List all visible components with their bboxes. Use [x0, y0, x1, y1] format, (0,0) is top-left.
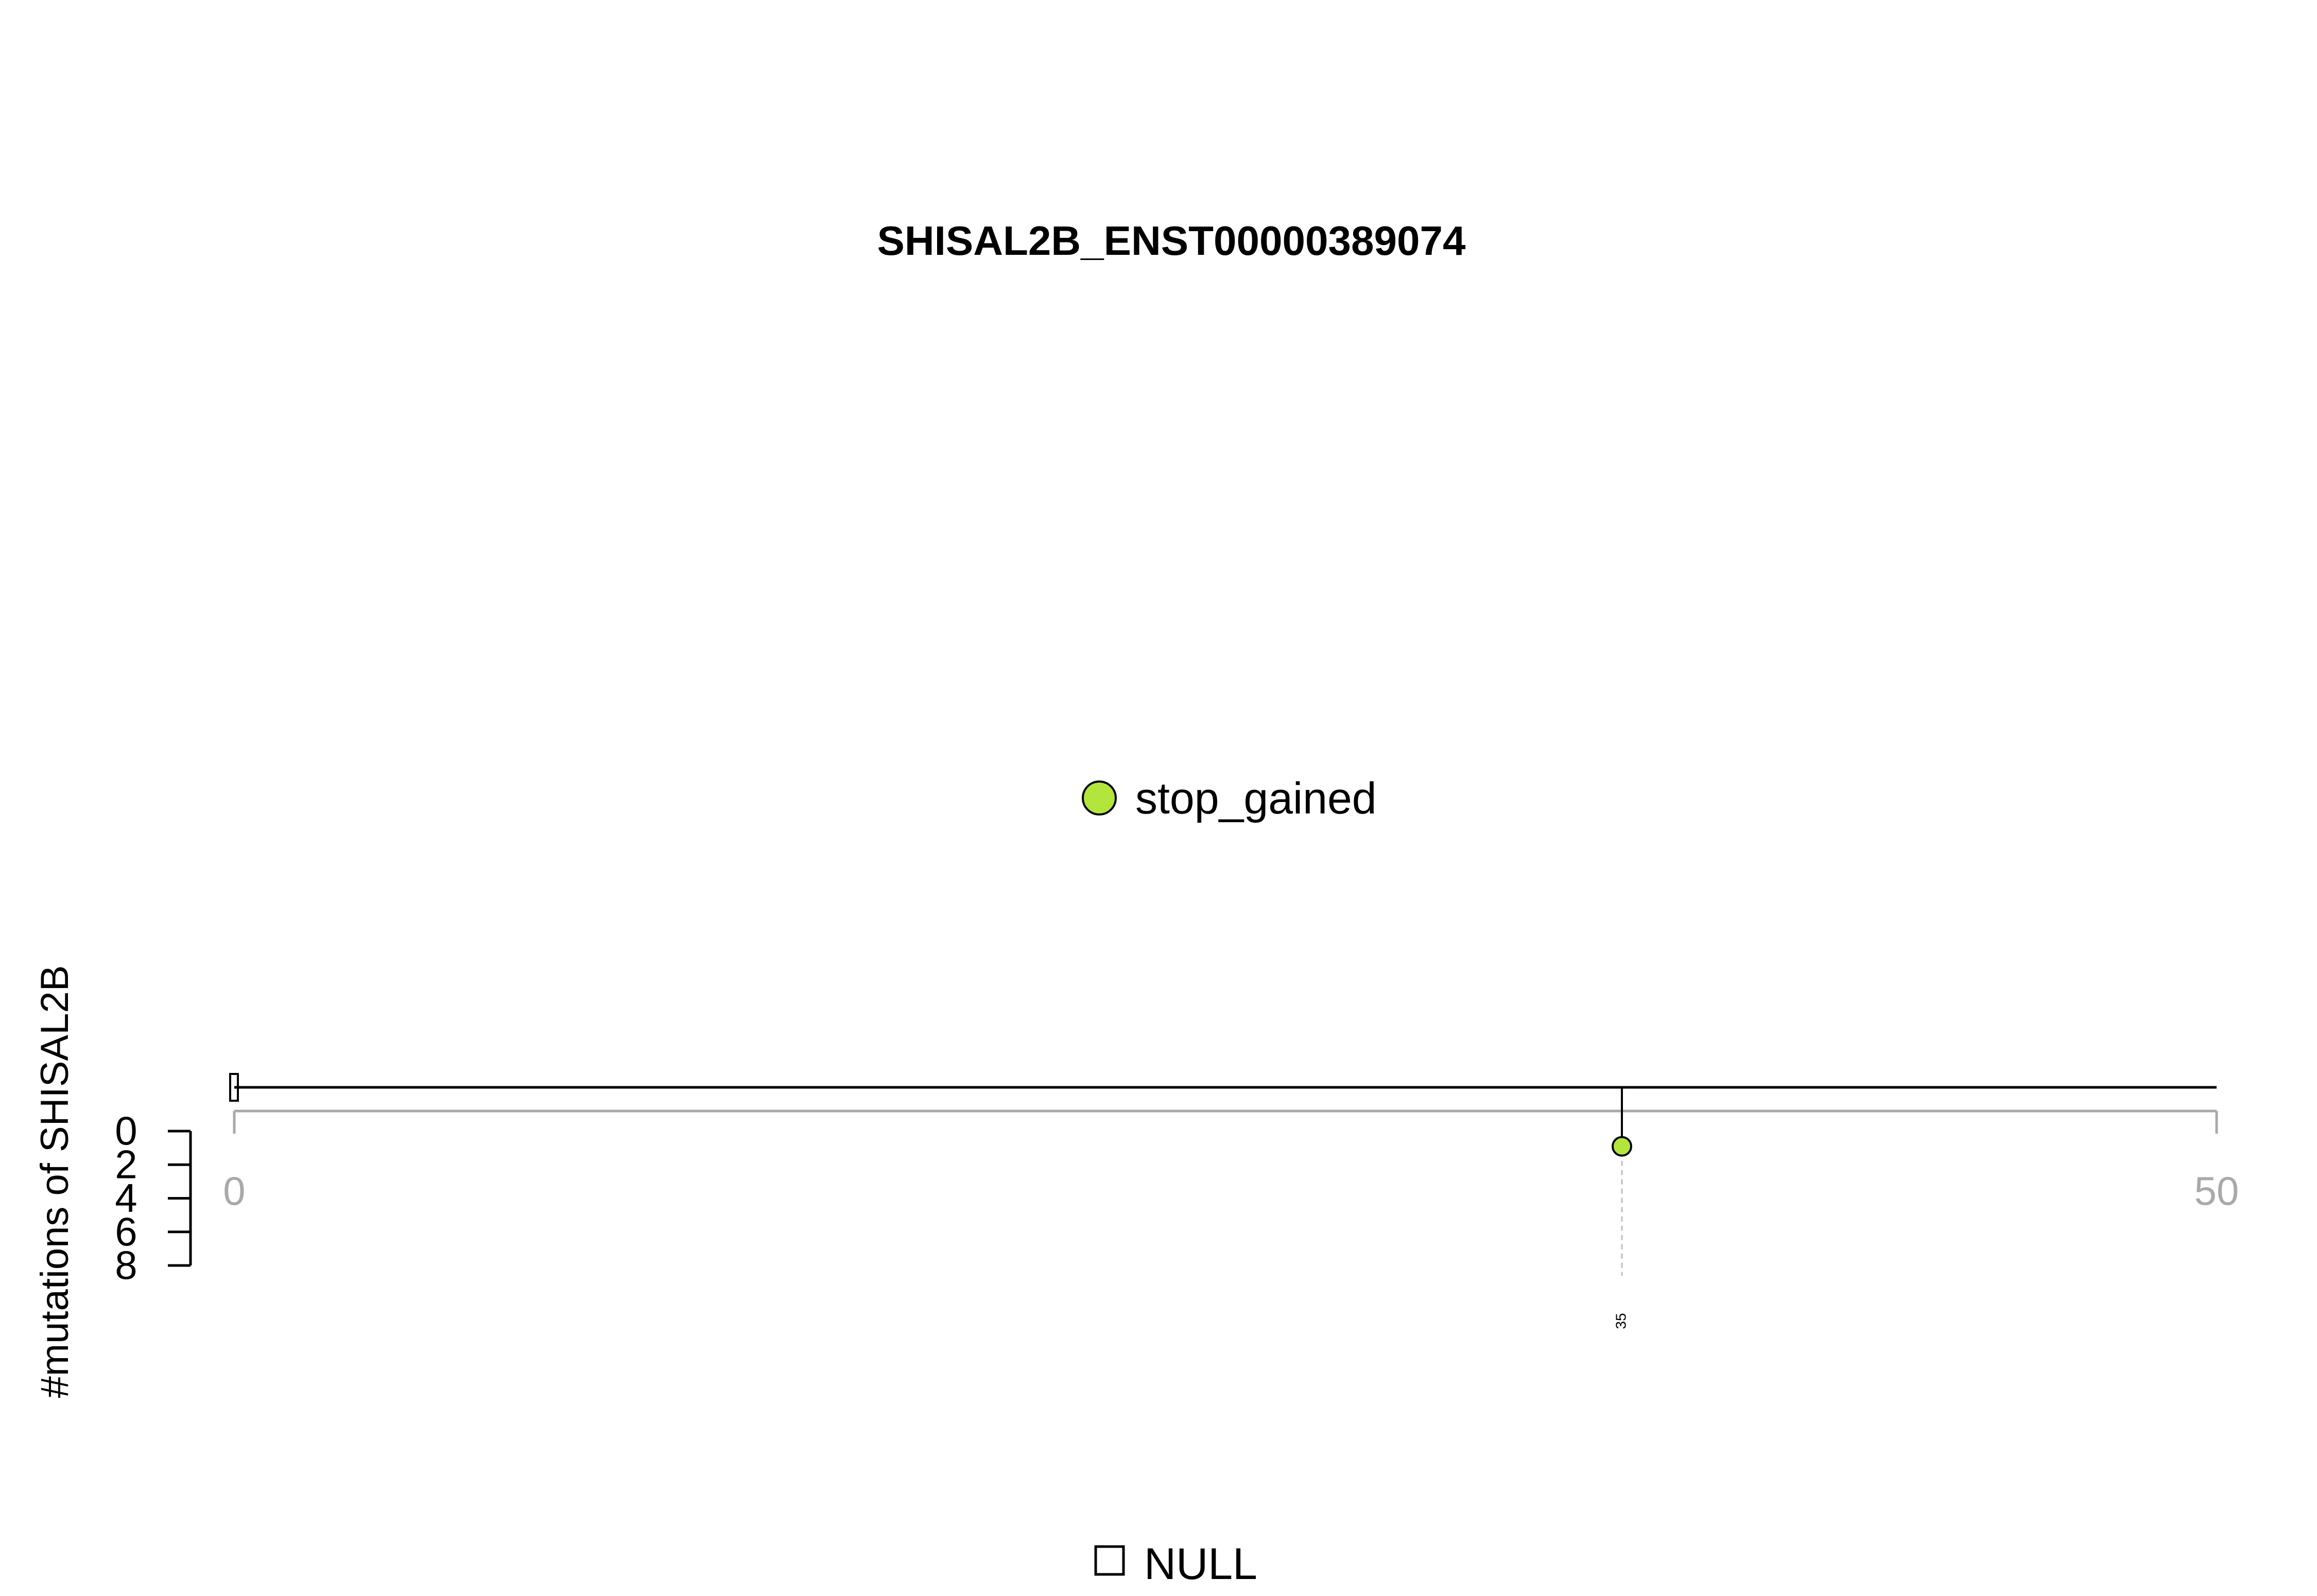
chart-title: SHISAL2B_ENST00000389074 — [877, 218, 1466, 264]
legend-label-stop-gained: stop_gained — [1135, 774, 1377, 823]
domain-legend: NULL — [1094, 1539, 1257, 1589]
mutation-point — [1612, 1136, 1632, 1157]
y-tick-label: 2 — [115, 1141, 137, 1187]
legend-marker-stop-gained — [1082, 780, 1117, 816]
y-tick-label: 6 — [115, 1209, 137, 1254]
mutations-layer: 35 — [1612, 1087, 1632, 1329]
mutation-type-legend: stop_gained — [1082, 774, 1377, 823]
y-axis-label: #mutations of SHISAL2B — [33, 965, 77, 1398]
x-tick-label: 0 — [223, 1168, 245, 1213]
x-tick-label: 50 — [2194, 1168, 2239, 1213]
y-tick-label: 0 — [115, 1108, 137, 1153]
legend-marker-null — [1094, 1545, 1125, 1576]
legend-label-null: NULL — [1144, 1539, 1257, 1589]
y-tick-label: 8 — [115, 1242, 137, 1288]
y-tick-label: 4 — [115, 1175, 137, 1221]
mutation-position-label: 35 — [1613, 1313, 1629, 1329]
x-axis: 0 50 — [223, 1109, 2239, 1213]
